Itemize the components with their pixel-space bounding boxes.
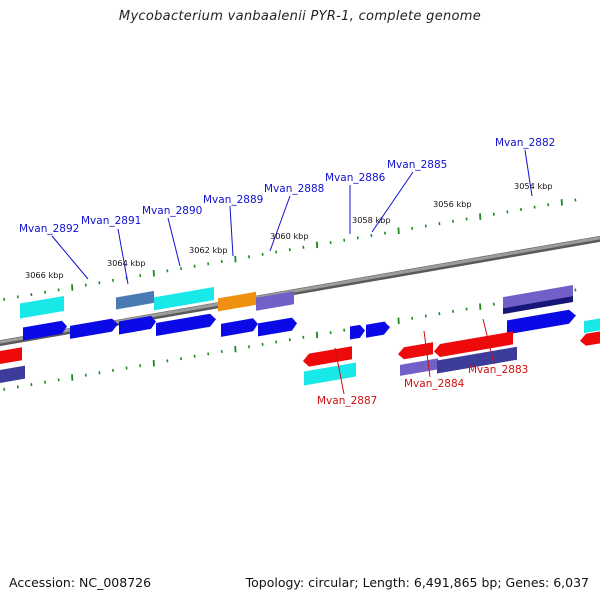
gene-label-mvan-2888[interactable]: Mvan_2888 xyxy=(264,183,324,195)
gene-label-mvan-2892[interactable]: Mvan_2892 xyxy=(19,223,79,235)
gene-arrow xyxy=(303,346,352,367)
gene-arrow xyxy=(366,321,390,338)
features xyxy=(0,285,600,386)
leader-line xyxy=(117,228,129,285)
leader-line xyxy=(482,318,495,365)
map-title: Mycobacterium vanbaalenii PYR-1, complet… xyxy=(118,9,482,24)
leader-line xyxy=(423,330,431,378)
gene-arrow xyxy=(580,331,600,346)
gene-arrow xyxy=(507,309,576,335)
feature-box xyxy=(218,291,256,312)
feature-box xyxy=(304,362,356,386)
leader-line xyxy=(51,235,89,280)
feature-arrows-lower xyxy=(0,331,600,386)
feature-box xyxy=(20,295,64,319)
leader-line xyxy=(334,347,345,395)
feature-box xyxy=(503,296,573,315)
genome-summary-text: Topology: circular; Length: 6,491,865 bp… xyxy=(245,575,589,590)
feature-box xyxy=(400,358,438,376)
leader-line xyxy=(167,217,181,267)
feature-box xyxy=(154,287,214,311)
tick-label: 3058 kbp xyxy=(352,215,391,225)
tick-label: 3060 kbp xyxy=(270,231,309,241)
gene-label-mvan-2883[interactable]: Mvan_2883 xyxy=(468,364,528,376)
gene-arrow xyxy=(23,320,67,341)
gene-label-mvan-2887[interactable]: Mvan_2887 xyxy=(317,395,377,407)
feature-box xyxy=(0,365,25,383)
gene-label-mvan-2885[interactable]: Mvan_2885 xyxy=(387,159,447,171)
gene-arrow xyxy=(258,317,297,337)
feature-box xyxy=(116,290,154,310)
gene-arrow xyxy=(0,347,22,364)
gene-arrow xyxy=(434,331,513,357)
gene-label-mvan-2882[interactable]: Mvan_2882 xyxy=(495,137,555,149)
leader-line xyxy=(371,171,414,233)
feature-box xyxy=(584,318,600,334)
leader-line xyxy=(229,205,234,257)
gene-arrow xyxy=(70,318,118,339)
tick-label: 3062 kbp xyxy=(189,245,228,255)
tick-labels: 3066 kbp 3064 kbp 3062 kbp 3060 kbp 3058… xyxy=(25,181,553,280)
feature-box xyxy=(437,346,517,374)
gene-arrow xyxy=(398,342,433,360)
leader-line xyxy=(524,149,533,197)
feature-box xyxy=(503,285,573,309)
feature-arrows-upper xyxy=(23,309,600,341)
gene-label-mvan-2884[interactable]: Mvan_2884 xyxy=(404,378,465,390)
tick-label: 3066 kbp xyxy=(25,270,64,280)
gene-arrow xyxy=(350,324,365,340)
gene-label-mvan-2890[interactable]: Mvan_2890 xyxy=(142,205,202,217)
gene-arrow xyxy=(156,313,216,337)
leader-line xyxy=(269,195,291,252)
accession-text: Accession: NC_008726 xyxy=(9,575,152,590)
feature-band-upper xyxy=(20,285,573,319)
gene-labels: Mvan_2892 Mvan_2891 Mvan_2890 Mvan_2889 … xyxy=(19,137,555,407)
feature-box xyxy=(256,291,294,311)
tick-label: 3056 kbp xyxy=(433,199,472,209)
gene-arrow xyxy=(221,318,258,337)
tick-label: 3054 kbp xyxy=(514,181,553,191)
leader-lines xyxy=(51,149,533,395)
tick-label: 3064 kbp xyxy=(107,258,146,268)
gene-arrow xyxy=(119,315,156,335)
gene-label-mvan-2886[interactable]: Mvan_2886 xyxy=(325,172,386,184)
gene-label-mvan-2891[interactable]: Mvan_2891 xyxy=(81,215,141,227)
gene-label-mvan-2889[interactable]: Mvan_2889 xyxy=(203,194,263,206)
